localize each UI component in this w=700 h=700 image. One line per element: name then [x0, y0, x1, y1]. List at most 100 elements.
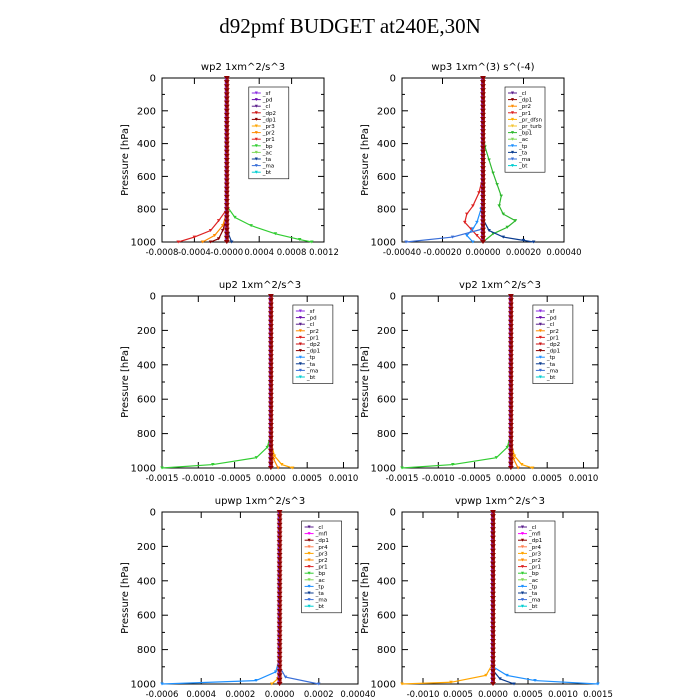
zero-bundle-marker	[276, 570, 283, 575]
y-tick-label: 400	[377, 139, 396, 150]
legend-label: _tp	[546, 355, 556, 361]
zero-bundle-marker	[276, 664, 283, 669]
zero-bundle-marker	[223, 145, 230, 150]
legend-marker	[254, 150, 258, 154]
series-marker	[494, 456, 499, 460]
x-tick-label: -0.0000	[210, 248, 243, 258]
legend-label: _ma	[306, 368, 318, 374]
legend-marker	[538, 316, 542, 320]
zero-bundle-marker	[276, 621, 283, 626]
zero-bundle-marker	[267, 367, 274, 372]
series-marker	[495, 183, 499, 187]
series-marker	[192, 235, 197, 239]
legend-label: _pr3	[528, 551, 542, 557]
legend-marker	[511, 157, 514, 161]
x-tick-label: -0.00020	[423, 248, 461, 258]
zero-bundle-marker	[507, 337, 514, 341]
legend-label: _pr4	[315, 545, 329, 551]
zero-bundle-marker	[276, 677, 283, 682]
y-tick-label: 0	[150, 292, 156, 303]
zero-bundle-marker	[490, 608, 496, 613]
series-marker	[233, 215, 237, 219]
zero-bundle-marker	[507, 354, 514, 359]
legend-marker	[307, 604, 311, 608]
legend-marker	[521, 591, 524, 595]
zero-bundle-marker	[223, 240, 230, 244]
legend-label: _pr3	[315, 551, 329, 557]
series-marker	[499, 194, 504, 198]
zero-bundle-marker	[267, 466, 274, 470]
zero-bundle-marker	[223, 133, 230, 138]
zero-bundle-marker	[507, 345, 514, 350]
legend-marker	[538, 329, 542, 333]
zero-bundle-marker	[267, 315, 274, 320]
y-tick-label: 800	[377, 429, 396, 440]
series-marker	[471, 204, 475, 208]
zero-bundle-marker	[480, 190, 486, 195]
x-tick-label: 0.0012	[309, 248, 339, 258]
series-line	[202, 212, 228, 243]
zero-bundle-marker	[223, 199, 230, 203]
zero-bundle-marker	[223, 207, 230, 212]
zero-bundle-marker	[480, 96, 486, 101]
zero-bundle-marker	[480, 223, 486, 228]
legend-marker	[538, 362, 542, 366]
zero-bundle-marker	[267, 337, 274, 341]
y-tick-label: 800	[377, 205, 396, 216]
zero-bundle-marker	[267, 324, 274, 329]
zero-bundle-marker	[223, 149, 230, 154]
zero-bundle-marker	[223, 108, 230, 113]
zero-bundle-marker	[223, 88, 230, 93]
plot-frame	[161, 77, 325, 243]
zero-bundle-marker	[223, 92, 230, 97]
zero-bundle-marker	[480, 117, 486, 121]
legend-marker	[538, 355, 542, 359]
y-tick-label: 600	[137, 611, 156, 622]
zero-bundle-marker	[223, 203, 230, 208]
legend-marker	[511, 144, 514, 148]
series-marker	[465, 233, 469, 237]
zero-bundle-marker	[480, 121, 486, 126]
plot-frame	[401, 511, 599, 685]
legend-marker	[521, 584, 524, 588]
legend-label: _pd	[262, 98, 273, 104]
legend-label: _pr1	[262, 137, 275, 143]
y-tick-label: 1000	[371, 464, 396, 475]
series-marker	[317, 682, 321, 686]
zero-bundle-marker	[480, 194, 486, 199]
series-marker	[462, 220, 467, 224]
zero-bundle-marker	[507, 384, 514, 389]
legend-label: _pr1	[546, 335, 559, 341]
zero-bundle-marker	[276, 682, 283, 686]
zero-bundle-marker	[490, 626, 496, 631]
series-marker	[501, 212, 506, 216]
chart-2: wp3 1xm^(3) s^(-4) Pressure [hPa] 0 200 400 6…	[360, 62, 582, 258]
series-marker	[465, 212, 469, 216]
zero-bundle-marker	[276, 591, 283, 596]
legend-label: _ac	[518, 137, 528, 143]
series-marker	[216, 219, 221, 223]
zero-bundle-marker	[490, 664, 496, 669]
zero-bundle-marker	[267, 457, 274, 462]
legend-marker	[521, 532, 524, 536]
zero-bundle-marker	[507, 418, 514, 423]
x-tick-label: 0.0000	[496, 474, 526, 484]
legend-marker	[254, 157, 258, 161]
legend-marker	[307, 571, 311, 575]
legend-label: _bp	[315, 571, 326, 577]
y-tick-label: 600	[377, 172, 396, 183]
legend-marker	[511, 111, 514, 115]
zero-bundle-marker	[276, 634, 283, 639]
zero-bundle-marker	[223, 190, 230, 195]
zero-bundle-marker	[267, 332, 274, 337]
zero-bundle-marker	[223, 231, 230, 236]
zero-bundle-marker	[480, 88, 486, 93]
x-tick-label: -0.0006	[146, 690, 179, 700]
zero-bundle-marker	[223, 182, 230, 187]
zero-bundle-marker	[276, 561, 283, 566]
zero-bundle-marker	[490, 647, 496, 652]
zero-bundle-marker	[490, 630, 496, 635]
zero-bundle-marker	[490, 660, 496, 665]
legend-label: _dp2	[546, 342, 560, 348]
page-title: d92pmf BUDGET at240E,30N	[219, 14, 481, 38]
